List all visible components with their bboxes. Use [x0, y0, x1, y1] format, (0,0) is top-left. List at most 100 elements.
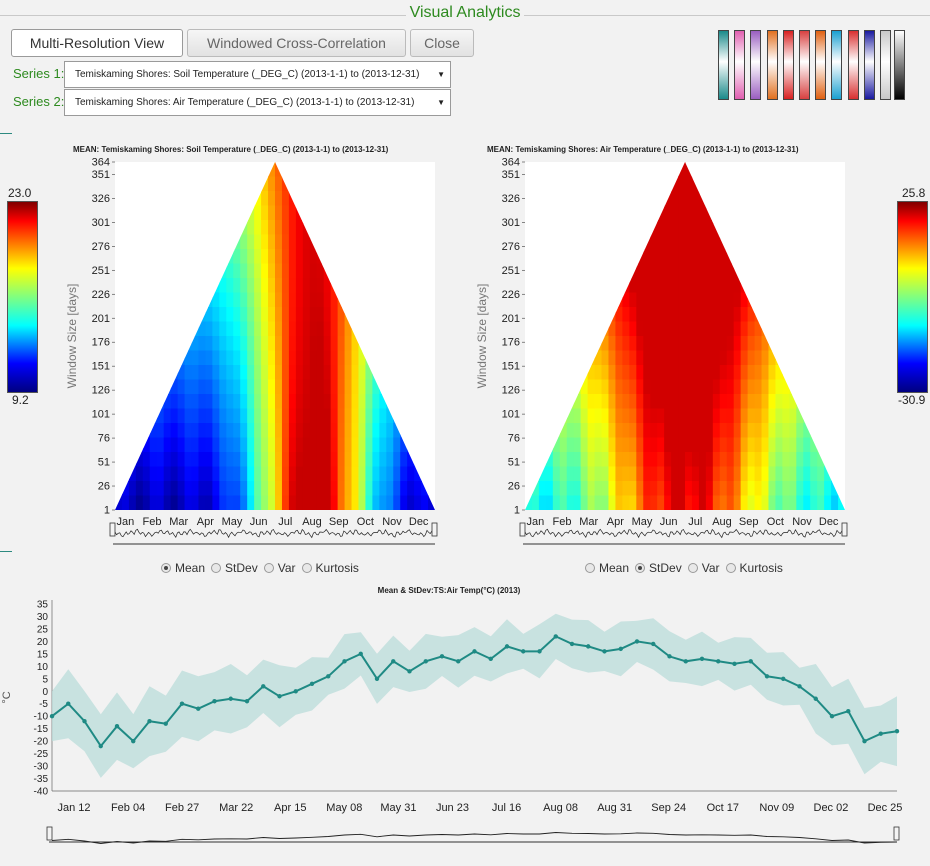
heatmap-cell [803, 481, 811, 497]
colormap-swatch[interactable] [750, 30, 762, 100]
multi-resolution-view-button[interactable]: Multi-Resolution View [11, 29, 183, 57]
heatmap-cell [247, 350, 255, 366]
heatmap-cell [636, 263, 644, 279]
heatmap-cell [344, 394, 353, 410]
colormap-swatch[interactable] [863, 30, 875, 100]
y-tick-label: 364 [502, 157, 520, 169]
heatmap-cell [719, 321, 728, 337]
heatmap-cell [643, 307, 651, 323]
heatmap-cell [566, 423, 575, 439]
heatmap-cell [685, 481, 693, 497]
series1-select[interactable]: Temiskaming Shores: Soil Temperature (_D… [64, 61, 451, 88]
heatmap-cell [226, 307, 234, 323]
colormap-swatch[interactable] [894, 30, 905, 100]
mean-point [82, 718, 87, 724]
radio-icon[interactable] [301, 563, 312, 573]
heatmap-cell [261, 423, 269, 439]
heatmap-cell [643, 350, 651, 366]
slider-handle[interactable] [893, 826, 900, 841]
stat-option-kurtosis[interactable]: Kurtosis [301, 561, 359, 575]
stat-option-var[interactable]: Var [263, 561, 296, 575]
heatmap-cell [323, 350, 332, 366]
heatmap-cell [233, 365, 241, 381]
heatmap-cell [789, 394, 797, 410]
y-tick-label: 301 [502, 217, 520, 229]
heatmap-cell [775, 423, 783, 439]
x-tick-label: Jul [278, 516, 292, 528]
stat-option-stdev[interactable]: StDev [211, 561, 258, 575]
mean-point [748, 659, 753, 664]
heatmap-cell [691, 278, 700, 294]
heatmap-cell [657, 466, 665, 482]
heatmap-cell [698, 408, 707, 424]
heatmap-cell [712, 350, 721, 366]
radio-icon[interactable] [161, 563, 171, 573]
colormap-swatch[interactable] [831, 30, 843, 100]
heatmap-cell [288, 307, 297, 323]
radio-icon[interactable] [725, 563, 736, 573]
stat-option-kurtosis[interactable]: Kurtosis [725, 561, 783, 575]
heatmap-cell [184, 365, 193, 381]
heatmap-cell [580, 408, 589, 424]
heatmap-cell [601, 466, 610, 482]
radio-icon[interactable] [211, 563, 222, 573]
heatmap-cell [705, 437, 714, 453]
heatmap-cell [261, 394, 269, 410]
heatmap-cell [775, 365, 783, 381]
heatmap-cell [671, 379, 679, 395]
heatmap-cell [149, 437, 158, 453]
colormap-swatch[interactable] [734, 30, 746, 100]
heatmap-cell [622, 394, 630, 410]
heatmap-cell [316, 423, 325, 439]
heatmap-cell [719, 394, 728, 410]
slider-handle[interactable] [431, 522, 438, 537]
series2-select[interactable]: Temiskaming Shores: Air Temperature (_DE… [64, 89, 451, 116]
colormap-swatch[interactable] [799, 30, 810, 100]
mean-point [894, 728, 900, 734]
windowed-cross-correlation-button[interactable]: Windowed Cross-Correlation [187, 29, 406, 57]
colormap-swatch[interactable] [766, 30, 778, 100]
colormap-swatch[interactable] [847, 30, 859, 100]
radio-icon[interactable] [687, 563, 698, 573]
heatmap-cell [254, 263, 262, 279]
radio-icon[interactable] [585, 563, 595, 573]
mean-point [196, 706, 201, 711]
heatmap-cell [594, 495, 603, 510]
slider-handle[interactable] [519, 522, 526, 537]
colormap-swatch[interactable] [815, 30, 827, 100]
close-button[interactable]: Close [410, 29, 474, 57]
slider-handle[interactable] [841, 522, 848, 537]
heatmap-cell [233, 408, 241, 424]
heatmap-cell [580, 495, 589, 510]
x-tick-label: Nov [382, 516, 402, 528]
stat-option-mean[interactable]: Mean [161, 561, 205, 575]
heatmap-cell [240, 408, 248, 424]
heatmap-cell [233, 249, 241, 265]
heatmap-cell [719, 495, 728, 510]
stat-option-stdev[interactable]: StDev [635, 561, 682, 575]
heatmap-cell [281, 292, 290, 308]
colormap-swatch[interactable] [718, 30, 729, 100]
heatmap-cell [365, 379, 373, 395]
slider-handle[interactable] [109, 522, 116, 537]
mean-point [261, 684, 266, 689]
heatmap-cell [685, 495, 693, 510]
heatmap-cell [351, 408, 360, 424]
slider-handle[interactable] [46, 826, 53, 841]
colormap-swatch[interactable] [782, 30, 794, 100]
heatmap-cell [330, 452, 339, 468]
heatmap-cell [740, 408, 749, 424]
heatmap-cell [678, 205, 686, 221]
radio-icon[interactable] [635, 563, 646, 573]
colormap-swatch[interactable] [880, 30, 891, 100]
heatmap-cell [316, 278, 325, 294]
y-tick-label: 251 [92, 265, 110, 277]
mean-point [244, 699, 250, 704]
radio-icon[interactable] [263, 563, 274, 573]
stat-option-var[interactable]: Var [687, 561, 720, 575]
stat-option-mean[interactable]: Mean [585, 561, 629, 575]
heatmap-cell [170, 379, 179, 395]
heatmap-cell [288, 423, 297, 439]
heatmap-cell [261, 191, 269, 207]
heatmap-cell [337, 379, 346, 395]
